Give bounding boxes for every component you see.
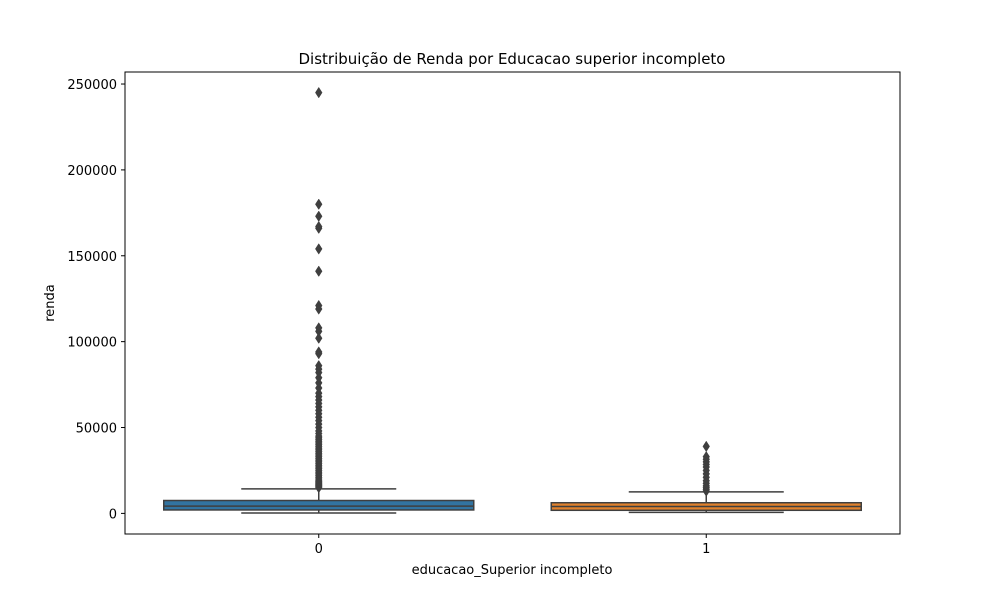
y-tick-label: 50000 <box>76 422 117 437</box>
outlier-point <box>315 346 323 358</box>
y-tick-label: 150000 <box>67 250 117 265</box>
outlier-point <box>702 451 710 463</box>
outlier-point <box>315 220 323 233</box>
outlier-point <box>315 198 323 210</box>
iqr-box <box>163 499 475 511</box>
y-axis-label: renda <box>43 284 58 322</box>
y-tick-label: 250000 <box>67 78 117 93</box>
outlier-point <box>315 322 323 334</box>
plot-frame <box>124 71 901 535</box>
x-tick-label: 1 <box>702 542 710 557</box>
box-group-0 <box>163 86 475 514</box>
outlier-point <box>315 243 323 255</box>
box-group-1 <box>550 440 862 514</box>
y-tick-label: 0 <box>109 507 117 522</box>
outlier-point <box>702 440 710 453</box>
outlier-point <box>315 86 323 99</box>
outlier-point <box>315 299 323 312</box>
outlier-point <box>315 332 323 344</box>
x-tick-label: 0 <box>315 542 323 557</box>
chart-title: Distribuição de Renda por Educacao super… <box>299 50 726 68</box>
plot-area <box>163 86 862 514</box>
y-tick-label: 100000 <box>67 336 117 351</box>
y-axis: 0 50000 100000 150000 200000 250000 <box>67 78 125 522</box>
outlier-point <box>315 265 323 277</box>
outlier-point <box>315 210 323 222</box>
outlier-point <box>315 359 323 372</box>
x-axis-label: educacao_Superior incompleto <box>412 563 613 578</box>
y-tick-label: 200000 <box>67 164 117 179</box>
